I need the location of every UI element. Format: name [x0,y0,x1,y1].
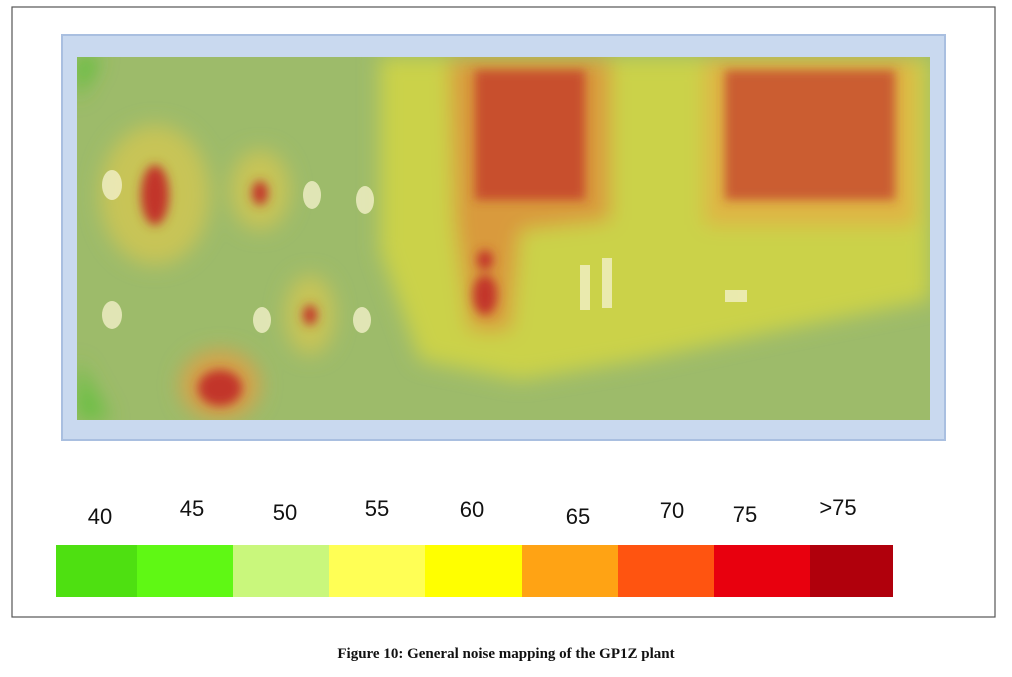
hot-spot [252,181,268,205]
legend-label: 65 [566,504,590,529]
legend-label: 40 [88,504,112,529]
hot-spot [475,70,585,200]
tanks [102,170,747,333]
legend-label: 60 [460,497,484,522]
building [725,290,747,302]
legend-swatch [618,545,714,597]
hot-spot [198,370,242,406]
tank [303,181,321,209]
hot-spot [477,250,493,270]
zone-40 [77,360,110,420]
hot-spot [303,305,317,325]
building [602,258,612,308]
hot-spot [473,275,497,315]
caption: Figure 10: General noise mapping of the … [337,646,675,662]
legend-swatch [233,545,329,597]
tank [253,307,271,333]
legend-label: 50 [273,500,297,525]
tank [353,307,371,333]
legend-swatch [425,545,522,597]
legend-label: 70 [660,498,684,523]
legend-swatch [810,545,893,597]
frame [11,6,996,618]
legend-swatch [329,545,425,597]
tank [102,170,122,200]
tank [356,186,374,214]
legend-label: >75 [819,495,856,520]
building [580,265,590,310]
zone-40 [77,57,100,100]
tank [102,301,122,329]
legend-label: 75 [733,502,757,527]
noise-map [77,57,930,420]
legend-swatch [137,545,233,597]
hot-spot [141,165,169,225]
legend-swatch [56,545,137,597]
legend: 40 45 50 55 60 65 70 75 >75 [56,495,893,597]
hot-spots [141,70,895,406]
legend-swatch [522,545,618,597]
legend-label: 55 [365,496,389,521]
legend-swatch [714,545,810,597]
legend-label: 45 [180,496,204,521]
figure-panel: 40 45 50 55 60 65 70 75 >75 [11,6,996,618]
hot-spot [725,70,895,200]
